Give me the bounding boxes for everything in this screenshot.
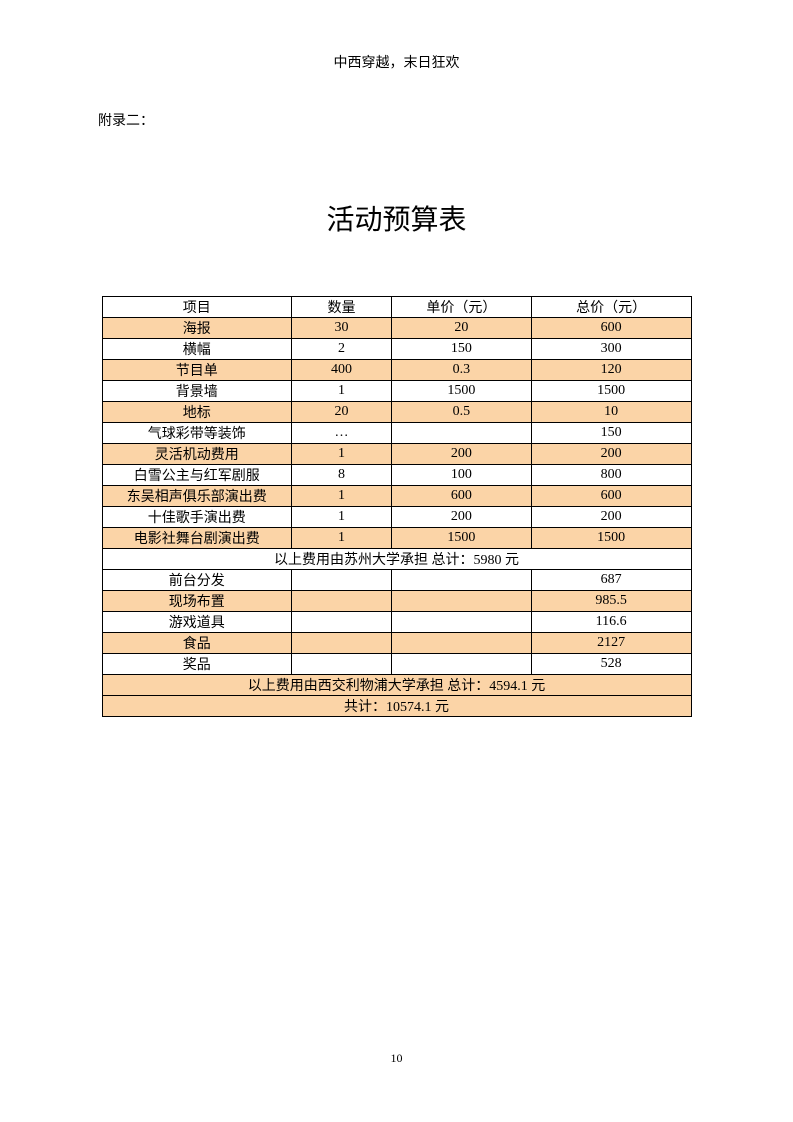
cell-qty: [292, 654, 392, 675]
cell-total: 800: [531, 465, 691, 486]
cell-total: 528: [531, 654, 691, 675]
cell-price: 0.3: [391, 360, 531, 381]
table-row: 海报3020600: [102, 318, 691, 339]
subtotal1-row: 以上费用由苏州大学承担 总计：5980 元: [102, 549, 691, 570]
cell-price: 200: [391, 444, 531, 465]
header-price: 单价（元）: [391, 297, 531, 318]
subtotal1: 以上费用由苏州大学承担 总计：5980 元: [102, 549, 691, 570]
cell-price: 1500: [391, 381, 531, 402]
cell-total: 985.5: [531, 591, 691, 612]
cell-total: 600: [531, 486, 691, 507]
cell-price: 150: [391, 339, 531, 360]
cell-item: 现场布置: [102, 591, 292, 612]
cell-item: 横幅: [102, 339, 292, 360]
cell-qty: 1: [292, 444, 392, 465]
cell-price: [391, 633, 531, 654]
cell-price: [391, 654, 531, 675]
cell-item: 背景墙: [102, 381, 292, 402]
header-item: 项目: [102, 297, 292, 318]
cell-total: 120: [531, 360, 691, 381]
cell-qty: [292, 591, 392, 612]
grandtotal: 共计：10574.1 元: [102, 696, 691, 717]
cell-total: 1500: [531, 381, 691, 402]
cell-price: 200: [391, 507, 531, 528]
cell-item: 白雪公主与红军剧服: [102, 465, 292, 486]
table-row: 前台分发 687: [102, 570, 691, 591]
cell-total: 1500: [531, 528, 691, 549]
table-row: 气球彩带等装饰… 150: [102, 423, 691, 444]
cell-item: 节目单: [102, 360, 292, 381]
cell-total: 150: [531, 423, 691, 444]
cell-item: 地标: [102, 402, 292, 423]
table-row: 十佳歌手演出费1200200: [102, 507, 691, 528]
cell-item: 食品: [102, 633, 292, 654]
cell-total: 10: [531, 402, 691, 423]
cell-item: 奖品: [102, 654, 292, 675]
cell-item: 东吴相声俱乐部演出费: [102, 486, 292, 507]
cell-qty: 2: [292, 339, 392, 360]
table-row: 地标200.510: [102, 402, 691, 423]
table-row: 东吴相声俱乐部演出费1600600: [102, 486, 691, 507]
table-row: 奖品 528: [102, 654, 691, 675]
cell-item: 气球彩带等装饰: [102, 423, 292, 444]
cell-price: 600: [391, 486, 531, 507]
cell-item: 前台分发: [102, 570, 292, 591]
table-row: 灵活机动费用1200200: [102, 444, 691, 465]
cell-qty: [292, 570, 392, 591]
table-row: 白雪公主与红军剧服8100800: [102, 465, 691, 486]
main-title: 活动预算表: [0, 130, 793, 296]
cell-total: 300: [531, 339, 691, 360]
cell-total: 200: [531, 444, 691, 465]
cell-price: [391, 423, 531, 444]
page-header: 中西穿越，末日狂欢: [0, 0, 793, 72]
cell-price: [391, 570, 531, 591]
cell-total: 116.6: [531, 612, 691, 633]
cell-total: 600: [531, 318, 691, 339]
cell-item: 电影社舞台剧演出费: [102, 528, 292, 549]
header-total: 总价（元）: [531, 297, 691, 318]
cell-qty: 1: [292, 486, 392, 507]
cell-item: 海报: [102, 318, 292, 339]
cell-item: 游戏道具: [102, 612, 292, 633]
header-qty: 数量: [292, 297, 392, 318]
page-number: 10: [0, 1051, 793, 1066]
grandtotal-row: 共计：10574.1 元: [102, 696, 691, 717]
header-title: 中西穿越，末日狂欢: [334, 56, 460, 71]
cell-qty: 20: [292, 402, 392, 423]
cell-qty: 1: [292, 528, 392, 549]
table-row: 节目单4000.3120: [102, 360, 691, 381]
table-row: 背景墙115001500: [102, 381, 691, 402]
cell-qty: 1: [292, 507, 392, 528]
cell-price: 0.5: [391, 402, 531, 423]
cell-item: 十佳歌手演出费: [102, 507, 292, 528]
table-row: 游戏道具 116.6: [102, 612, 691, 633]
cell-qty: 8: [292, 465, 392, 486]
cell-qty: [292, 633, 392, 654]
cell-qty: [292, 612, 392, 633]
cell-qty: 1: [292, 381, 392, 402]
cell-price: 1500: [391, 528, 531, 549]
cell-total: 200: [531, 507, 691, 528]
table-row: 电影社舞台剧演出费115001500: [102, 528, 691, 549]
cell-qty: …: [292, 423, 392, 444]
cell-price: [391, 612, 531, 633]
cell-qty: 30: [292, 318, 392, 339]
cell-qty: 400: [292, 360, 392, 381]
cell-price: 20: [391, 318, 531, 339]
cell-total: 687: [531, 570, 691, 591]
cell-item: 灵活机动费用: [102, 444, 292, 465]
budget-table: 项目 数量 单价（元） 总价（元） 海报3020600横幅2150300节目单4…: [102, 296, 692, 717]
subtotal2-row: 以上费用由西交利物浦大学承担 总计：4594.1 元: [102, 675, 691, 696]
table-header-row: 项目 数量 单价（元） 总价（元）: [102, 297, 691, 318]
table-row: 食品 2127: [102, 633, 691, 654]
cell-price: 100: [391, 465, 531, 486]
cell-total: 2127: [531, 633, 691, 654]
table-row: 现场布置 985.5: [102, 591, 691, 612]
subtotal2: 以上费用由西交利物浦大学承担 总计：4594.1 元: [102, 675, 691, 696]
table-row: 横幅2150300: [102, 339, 691, 360]
appendix-label: 附录二：: [0, 72, 793, 130]
cell-price: [391, 591, 531, 612]
